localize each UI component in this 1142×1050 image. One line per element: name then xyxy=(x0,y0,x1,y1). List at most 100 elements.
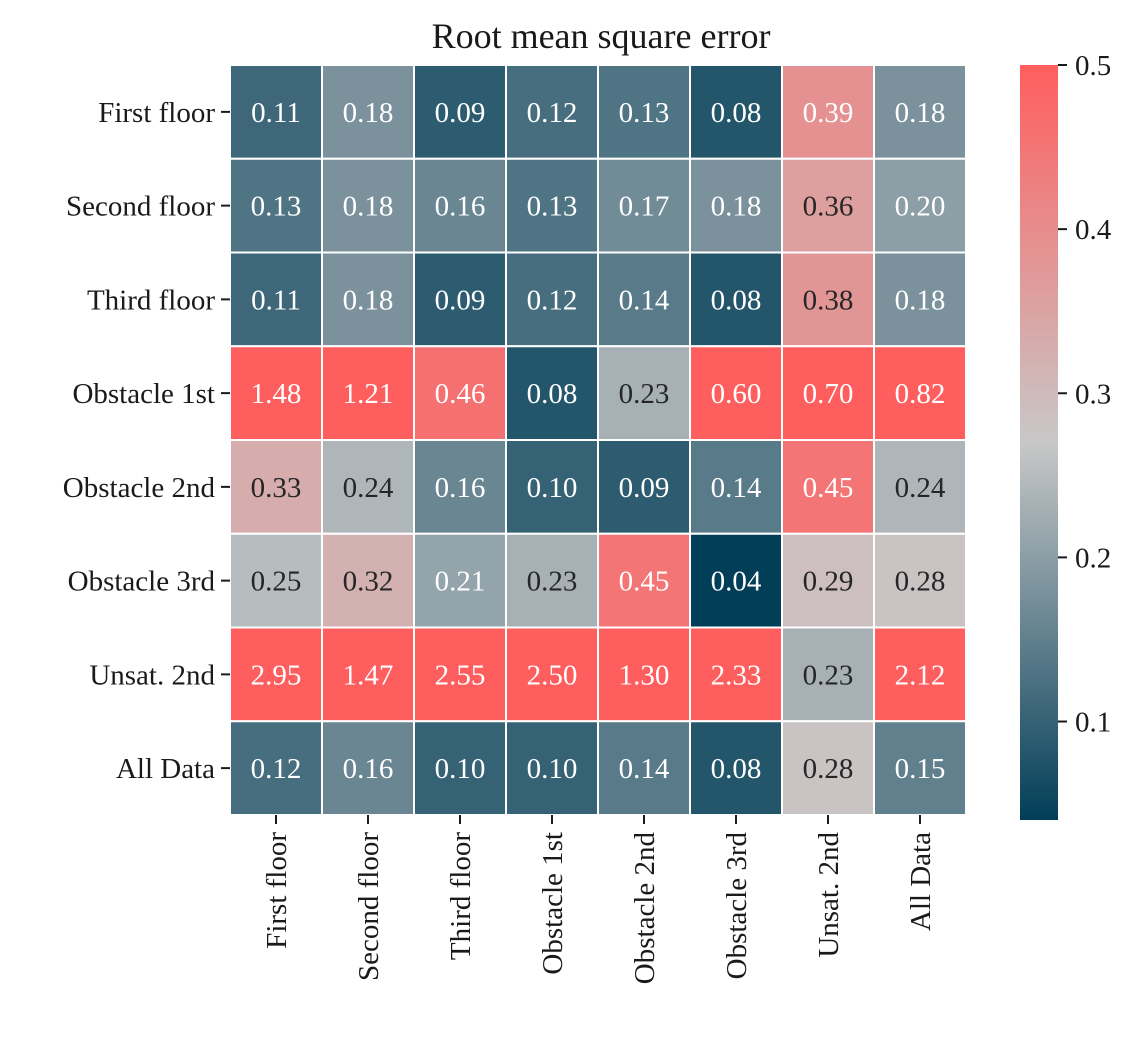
cell-value-label: 0.09 xyxy=(435,97,486,129)
x-tick-label: Second floor xyxy=(353,832,385,981)
x-tick-label: Third floor xyxy=(445,832,477,960)
cell-value-label: 0.18 xyxy=(343,97,394,129)
x-tick-label: First floor xyxy=(261,832,293,949)
heatmap-cell xyxy=(505,157,599,254)
colorbar-tick-label: 0.1 xyxy=(1075,707,1111,739)
cell-value-label: 1.21 xyxy=(343,378,394,410)
cell-value-label: 0.08 xyxy=(711,753,762,785)
cell-value-label: 0.36 xyxy=(803,191,854,223)
cell-value-label: 0.16 xyxy=(435,191,486,223)
heatmap-cell xyxy=(413,345,507,441)
cell-value-label: 0.20 xyxy=(895,191,946,223)
cell-value-label: 0.18 xyxy=(343,284,394,316)
cell-value-label: 0.08 xyxy=(711,284,762,316)
cell-value-label: 0.21 xyxy=(435,566,486,598)
cell-value-label: 0.09 xyxy=(619,472,670,504)
heatmap-cell xyxy=(321,64,415,160)
heatmap-cell xyxy=(597,532,691,629)
heatmap-cell xyxy=(321,532,415,629)
colorbar-tick-label: 0.2 xyxy=(1075,542,1111,574)
colorbar-tick-label: 0.5 xyxy=(1075,50,1111,82)
heatmap-cell xyxy=(321,157,415,254)
cell-value-label: 0.08 xyxy=(711,97,762,129)
cell-value-label: 0.23 xyxy=(803,659,854,691)
cell-value-label: 0.25 xyxy=(251,566,302,598)
heatmap-cell xyxy=(229,64,323,160)
heatmap-cell xyxy=(873,64,967,160)
heatmap-cell xyxy=(413,532,507,629)
y-tick-label: Obstacle 3rd xyxy=(68,566,216,598)
cell-value-label: 2.55 xyxy=(435,659,486,691)
heatmap-cell xyxy=(597,626,691,723)
cell-value-label: 0.23 xyxy=(527,566,578,598)
cell-value-label: 0.16 xyxy=(435,472,486,504)
heatmap-cell xyxy=(689,157,783,254)
cell-value-label: 2.12 xyxy=(895,659,946,691)
cell-value-label: 0.09 xyxy=(435,284,486,316)
cell-value-label: 0.24 xyxy=(343,472,394,504)
cell-value-label: 0.28 xyxy=(895,566,946,598)
cell-value-label: 0.29 xyxy=(803,566,854,598)
heatmap-cell xyxy=(689,64,783,160)
cell-value-label: 0.45 xyxy=(803,472,854,504)
cell-value-label: 0.14 xyxy=(619,753,670,785)
heatmap-cell xyxy=(873,251,967,348)
heatmap-cell xyxy=(321,251,415,348)
heatmap-cell xyxy=(321,626,415,723)
cell-value-label: 0.46 xyxy=(435,378,486,410)
x-tick-label: Obstacle 2nd xyxy=(629,832,661,985)
x-axis: First floor Second floor Third floor Obstac… xyxy=(261,815,937,984)
heatmap-cell xyxy=(689,626,783,723)
cell-value-label: 0.28 xyxy=(803,753,854,785)
cell-value-label: 2.33 xyxy=(711,659,762,691)
cell-value-label: 0.82 xyxy=(895,378,946,410)
cell-value-label: 0.39 xyxy=(803,97,854,129)
y-tick-label: Second floor xyxy=(66,191,215,223)
cell-value-label: 0.12 xyxy=(527,97,578,129)
heatmap-cell xyxy=(781,251,875,348)
cell-value-label: 0.18 xyxy=(895,284,946,316)
cell-value-label: 2.95 xyxy=(251,659,302,691)
cell-value-label: 0.13 xyxy=(619,97,670,129)
heatmap-cell xyxy=(597,345,691,441)
chart-title: Root mean square error xyxy=(432,16,771,56)
x-tick-label: Obstacle 3rd xyxy=(721,832,753,980)
cell-value-label: 0.18 xyxy=(343,191,394,223)
heatmap-cell xyxy=(597,439,691,535)
heatmap-cell xyxy=(229,626,323,723)
y-tick-label: All Data xyxy=(116,753,215,785)
heatmap-value-labels: 0.11 0.18 0.09 0.12 0.13 0.08 0.39 0.18 0.13 0.18… xyxy=(251,97,946,785)
heatmap-cell xyxy=(781,345,875,441)
heatmap-cells xyxy=(229,64,967,816)
y-tick-label: Unsat. 2nd xyxy=(89,659,215,691)
heatmap-cell xyxy=(873,626,967,723)
x-tick-label: All Data xyxy=(905,832,937,931)
heatmap-cell xyxy=(505,251,599,348)
heatmap-cell xyxy=(873,439,967,535)
cell-value-label: 0.10 xyxy=(435,753,486,785)
heatmap-cell xyxy=(413,720,507,816)
cell-value-label: 1.48 xyxy=(251,378,302,410)
cell-value-label: 0.38 xyxy=(803,284,854,316)
cell-value-label: 0.13 xyxy=(251,191,302,223)
cell-value-label: 0.11 xyxy=(251,97,301,129)
cell-value-label: 0.12 xyxy=(251,753,302,785)
heatmap-cell xyxy=(597,251,691,348)
colorbar-tick-label: 0.4 xyxy=(1075,214,1112,246)
colorbar-gradient xyxy=(1020,65,1058,820)
heatmap-cell xyxy=(873,532,967,629)
cell-value-label: 0.70 xyxy=(803,378,854,410)
cell-value-label: 0.14 xyxy=(619,284,670,316)
y-tick-label: Obstacle 1st xyxy=(72,378,215,410)
cell-value-label: 0.10 xyxy=(527,472,578,504)
cell-value-label: 0.45 xyxy=(619,566,670,598)
cell-value-label: 0.14 xyxy=(711,472,762,504)
cell-value-label: 0.11 xyxy=(251,284,301,316)
y-tick-label: Obstacle 2nd xyxy=(63,472,216,504)
cell-value-label: 0.08 xyxy=(527,378,578,410)
cell-value-label: 0.10 xyxy=(527,753,578,785)
colorbar: 0.1 0.2 0.3 0.4 0.5 xyxy=(1020,50,1112,820)
heatmap-cell xyxy=(413,251,507,348)
heatmap-cell xyxy=(689,251,783,348)
cell-value-label: 1.47 xyxy=(343,659,394,691)
